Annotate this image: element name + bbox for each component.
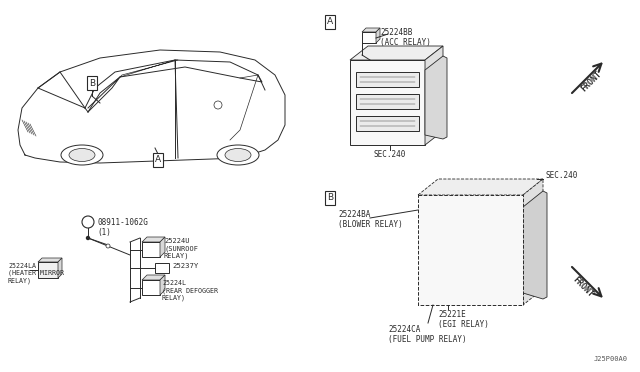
Bar — [426, 203, 446, 221]
Polygon shape — [426, 247, 450, 251]
Polygon shape — [362, 28, 380, 32]
Polygon shape — [418, 179, 543, 195]
Polygon shape — [350, 46, 443, 60]
Polygon shape — [38, 258, 62, 262]
Bar — [418, 195, 523, 305]
Text: 25224L
(REAR DEFOGGER
RELAY): 25224L (REAR DEFOGGER RELAY) — [162, 280, 218, 301]
Polygon shape — [376, 28, 380, 43]
Bar — [356, 72, 419, 87]
Text: B: B — [89, 78, 95, 87]
Bar — [356, 116, 419, 131]
Polygon shape — [425, 46, 443, 145]
Text: FRONT: FRONT — [580, 70, 604, 94]
Text: N: N — [84, 218, 92, 227]
Circle shape — [214, 101, 222, 109]
Polygon shape — [506, 203, 510, 225]
Polygon shape — [58, 258, 62, 278]
Circle shape — [82, 216, 94, 228]
Polygon shape — [446, 247, 450, 269]
Text: 25224U
(SUNROOF
RELAY): 25224U (SUNROOF RELAY) — [164, 238, 198, 259]
Bar — [426, 227, 446, 245]
Bar — [426, 251, 446, 269]
Text: 25224BB
(ACC RELAY): 25224BB (ACC RELAY) — [380, 28, 431, 47]
Ellipse shape — [69, 148, 95, 161]
Text: 08911-1062G
(1): 08911-1062G (1) — [97, 218, 148, 237]
Bar — [38, 262, 58, 278]
Polygon shape — [456, 199, 480, 203]
Polygon shape — [506, 231, 510, 253]
Text: B: B — [327, 193, 333, 202]
Polygon shape — [476, 223, 480, 245]
Text: 25221E
(EGI RELAY): 25221E (EGI RELAY) — [438, 310, 489, 329]
Text: SEC.240: SEC.240 — [545, 170, 577, 180]
Bar — [486, 207, 506, 225]
Polygon shape — [142, 275, 165, 280]
Ellipse shape — [217, 145, 259, 165]
Polygon shape — [456, 223, 480, 227]
Text: FRONT: FRONT — [572, 275, 595, 299]
Bar — [486, 235, 506, 253]
Text: 25237Y: 25237Y — [172, 263, 198, 269]
Bar — [155, 263, 169, 273]
Text: 25224LA
(HEATER MIRROR
RELAY): 25224LA (HEATER MIRROR RELAY) — [8, 263, 64, 284]
Polygon shape — [523, 191, 547, 299]
Text: A: A — [327, 17, 333, 26]
Polygon shape — [142, 237, 165, 242]
Polygon shape — [446, 199, 450, 221]
Polygon shape — [486, 203, 510, 207]
Polygon shape — [426, 199, 450, 203]
Text: 25224CA
(FUEL PUMP RELAY): 25224CA (FUEL PUMP RELAY) — [388, 325, 467, 344]
Text: 25224BA
(BLOWER RELAY): 25224BA (BLOWER RELAY) — [338, 210, 403, 230]
Text: J25P00A0: J25P00A0 — [594, 356, 628, 362]
Circle shape — [86, 237, 90, 240]
Polygon shape — [426, 223, 450, 227]
Polygon shape — [160, 237, 165, 257]
Polygon shape — [425, 56, 447, 139]
Polygon shape — [160, 275, 165, 295]
Text: A: A — [155, 155, 161, 164]
Bar — [350, 60, 425, 145]
Bar — [142, 280, 160, 295]
Polygon shape — [523, 179, 543, 305]
Bar — [456, 227, 476, 245]
Polygon shape — [446, 223, 450, 245]
Polygon shape — [486, 231, 510, 235]
Bar — [362, 32, 376, 43]
Bar — [456, 203, 476, 221]
Ellipse shape — [61, 145, 103, 165]
Polygon shape — [476, 199, 480, 221]
Bar — [356, 94, 419, 109]
Circle shape — [106, 244, 110, 248]
Bar — [142, 242, 160, 257]
Text: SEC.240: SEC.240 — [374, 150, 406, 159]
Ellipse shape — [225, 148, 251, 161]
